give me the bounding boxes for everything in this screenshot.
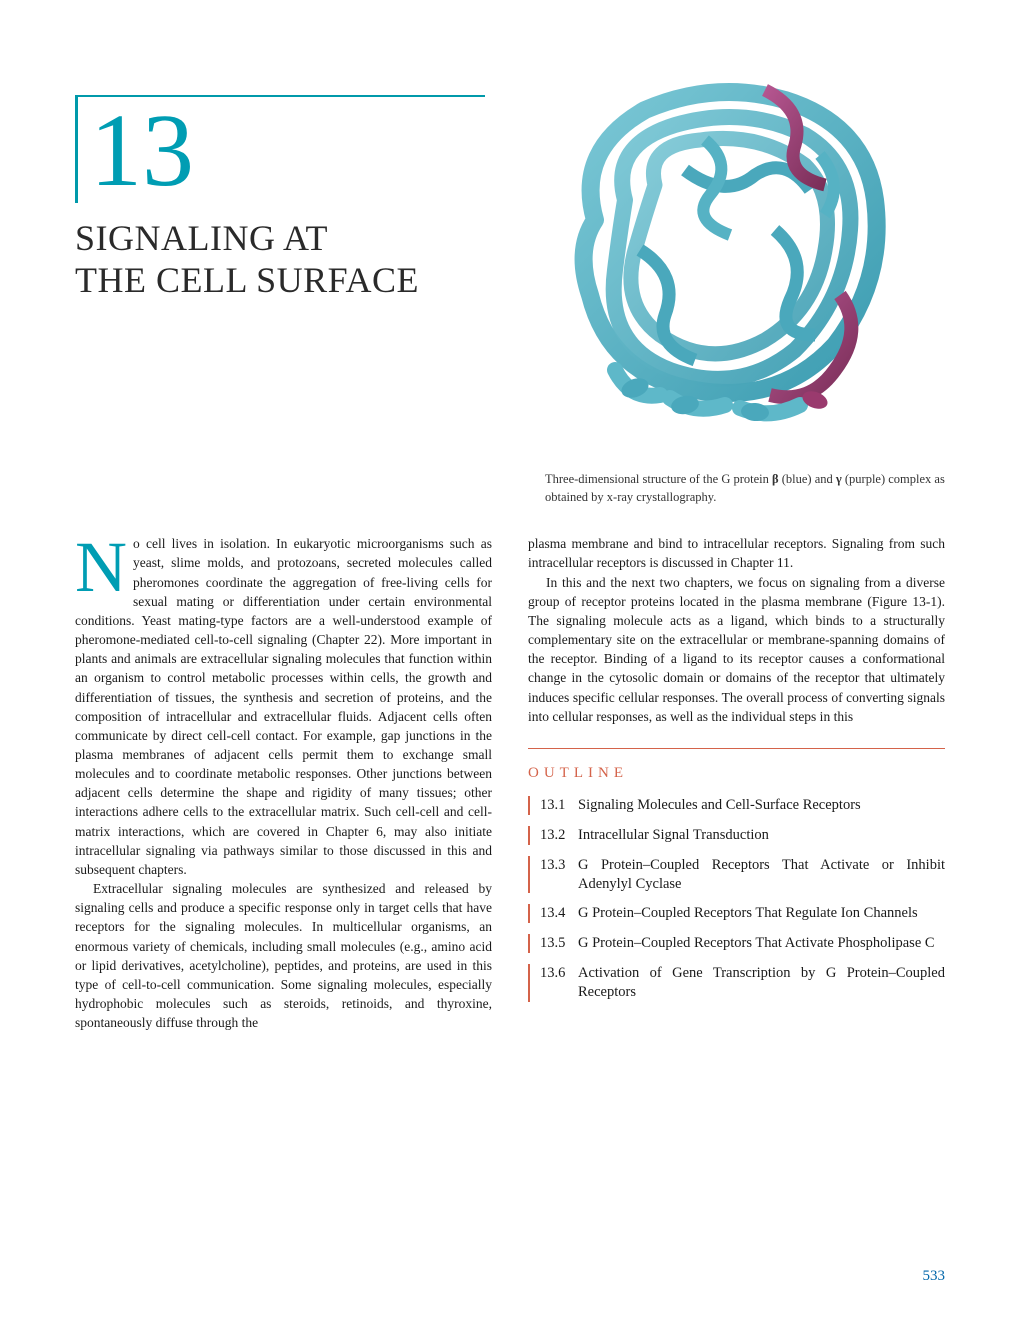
outline-num: 13.5 [540, 934, 578, 953]
chapter-number: 13 [75, 97, 194, 203]
outline-item: 13.5 G Protein–Coupled Receptors That Ac… [528, 934, 945, 953]
chapter-title-line2: THE CELL SURFACE [75, 260, 419, 300]
figure-block: Three-dimensional structure of the G pro… [515, 95, 945, 506]
chapter-header: 13 SIGNALING AT THE CELL SURFACE [75, 95, 945, 506]
outline-box: OUTLINE 13.1 Signaling Molecules and Cel… [528, 748, 945, 1002]
outline-num: 13.2 [540, 826, 578, 845]
figure-caption: Three-dimensional structure of the G pro… [545, 470, 945, 506]
drop-cap: N [75, 534, 133, 597]
outline-num: 13.6 [540, 964, 578, 1002]
outline-item: 13.4 G Protein–Coupled Receptors That Re… [528, 904, 945, 923]
title-block: 13 SIGNALING AT THE CELL SURFACE [75, 95, 485, 506]
caption-beta-symbol: β [772, 472, 779, 486]
paragraph-3: plasma membrane and bind to intracellula… [528, 534, 945, 572]
caption-text-1: Three-dimensional structure of the G pro… [545, 472, 772, 486]
paragraph-2: Extracellular signaling molecules are sy… [75, 879, 492, 1032]
outline-text: Activation of Gene Transcription by G Pr… [578, 964, 945, 1002]
outline-num: 13.1 [540, 796, 578, 815]
outline-text: G Protein–Coupled Receptors That Activat… [578, 856, 945, 894]
caption-text-2: (blue) and [779, 472, 836, 486]
protein-structure-figure [545, 65, 905, 445]
outline-item: 13.2 Intracellular Signal Transduction [528, 826, 945, 845]
outline-text: Intracellular Signal Transduction [578, 826, 945, 845]
body-text-columns: No cell lives in isolation. In eukaryoti… [75, 534, 945, 1032]
outline-text: Signaling Molecules and Cell-Surface Rec… [578, 796, 945, 815]
right-column: plasma membrane and bind to intracellula… [528, 534, 945, 1032]
chapter-number-rule: 13 [75, 95, 485, 203]
outline-item: 13.3 G Protein–Coupled Receptors That Ac… [528, 856, 945, 894]
outline-item: 13.6 Activation of Gene Transcription by… [528, 964, 945, 1002]
chapter-title: SIGNALING AT THE CELL SURFACE [75, 217, 485, 302]
outline-heading: OUTLINE [528, 763, 945, 784]
left-column: No cell lives in isolation. In eukaryoti… [75, 534, 492, 1032]
para1-text: o cell lives in isolation. In eukaryotic… [75, 536, 492, 877]
outline-item: 13.1 Signaling Molecules and Cell-Surfac… [528, 796, 945, 815]
chapter-title-line1: SIGNALING AT [75, 218, 328, 258]
paragraph-1: No cell lives in isolation. In eukaryoti… [75, 534, 492, 879]
outline-num: 13.4 [540, 904, 578, 923]
outline-text: G Protein–Coupled Receptors That Regulat… [578, 904, 945, 923]
outline-text: G Protein–Coupled Receptors That Activat… [578, 934, 945, 953]
paragraph-4: In this and the next two chapters, we fo… [528, 573, 945, 726]
page-number: 533 [923, 1268, 946, 1285]
outline-num: 13.3 [540, 856, 578, 894]
